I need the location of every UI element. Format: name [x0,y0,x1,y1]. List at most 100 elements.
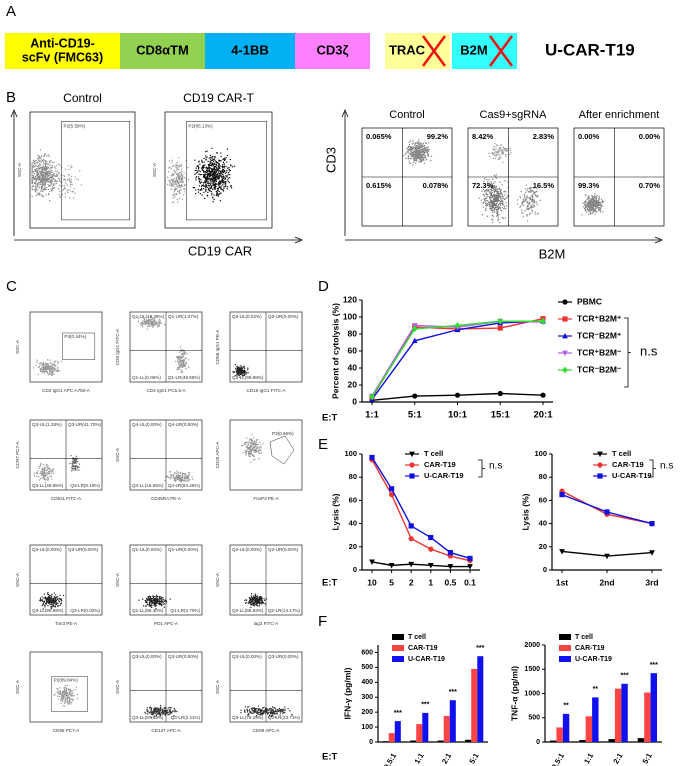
data-point [388,563,395,569]
bar [465,739,472,742]
legend-label: TCR⁻B2M⁺ [577,330,622,340]
significance: ** [593,686,599,693]
gate [62,332,96,360]
series-line [371,320,544,397]
quadrant-label: Q1-UR(1.07%) [168,314,199,319]
data-point [408,561,415,568]
quadrant-label: Q1-LR(48.58%) [168,375,201,380]
dot-cloud [53,684,79,707]
data-point [389,492,395,498]
knockout-box [452,33,517,69]
quadrant-label: Q3-LR(2.11%) [171,715,201,720]
quadrant-label: Q3-LL(99.98%) [32,608,64,613]
axis-label: SSC-A [215,572,220,587]
y-tick-label: 500 [361,664,373,671]
bar [608,739,615,742]
y-tick-label: 400 [361,679,373,686]
quadrant-label: Q2-UL(0.00%) [232,547,262,552]
axis-label: CD25 APC-A [215,441,220,469]
bar [621,683,628,742]
significance: *** [650,662,658,669]
bar [477,656,484,742]
significance: *** [421,702,429,709]
bar [650,673,658,742]
legend-label: CAR-T19 [612,460,644,469]
quadrant-label: Q3-UL(0.00%) [132,654,162,659]
quadrant-label: Q3-UL(0.02%) [232,314,262,319]
axis-label: FoxP3 PE-A [253,496,279,501]
gate [269,435,295,465]
plot-title: After enrichment [579,109,660,121]
axis-label: PD1 APC-A [154,621,179,626]
quadrant-divider [30,545,102,615]
bar [585,716,593,742]
data-point [411,325,418,333]
quadrant-divider [230,652,302,722]
axis-line [361,300,553,403]
data-point [497,325,503,331]
knockout-text: B2M [460,42,487,57]
legend-marker [562,299,568,305]
x-axis-label: E:T [322,752,338,763]
y-tick-label: 80 [349,472,357,481]
quadrant-label: Q3-UR(0.00%) [268,314,299,319]
product-name: U-CAR-T19 [545,40,635,59]
x-tick-label: 0.5:1 [550,751,566,766]
quadrant-value: 0.065% [366,132,392,141]
dot-cloud [164,470,194,486]
axis-label: CD19 IgG1 FITC-A [246,388,286,393]
quadrant-divider [130,545,202,615]
bar [614,688,622,742]
legend-label: CAR-T19 [424,460,456,469]
data-point [408,536,414,542]
y-tick-label: 60 [348,345,358,355]
data-point [428,534,434,541]
axis-label: SSC-A [15,572,20,587]
significance: ** [563,703,569,710]
significance: *** [394,710,402,717]
flow-plot-frame [29,311,103,383]
x-tick-label: 5 [389,577,394,587]
x-tick-label: 15:1 [491,410,511,421]
data-point [411,337,418,344]
legend-swatch [559,645,571,651]
bar [592,697,599,742]
quadrant-label: Q4-LL(15.55%) [132,483,164,488]
dot-cloud [166,157,190,204]
axis-arrow [341,108,664,244]
series-line [371,320,543,398]
y-tick-label: 300 [361,694,373,701]
dot-cloud [241,434,264,464]
legend-label: T cell [612,449,631,458]
axis-label: CD69 APC-A [253,728,281,733]
knockout-cross [421,35,447,67]
y-tick-label: 40 [539,519,547,528]
x-tick-label: 0.5 [444,577,456,587]
y-tick-label: 2000 [524,642,540,649]
axis-label: SSC-A [17,162,22,177]
y-tick-label: 120 [343,294,357,304]
quadrant-label: Q4-UR(0.00%) [168,422,199,427]
y-tick-label: 200 [361,709,373,716]
bracket [624,317,631,388]
bracket [649,459,656,478]
x-tick-label: 5:1 [408,410,422,421]
dot-cloud [581,193,605,216]
plot-title: Control [389,109,424,121]
annotation: n.s [660,461,673,472]
quadrant-value: 0.00% [578,132,600,141]
legend-marker [409,462,415,468]
legend-marker [597,473,603,479]
quadrant-label: Q2-LL(85.83%) [232,608,264,613]
axis-label: CD4 IgG1 PC5.5-A [146,388,186,393]
quadrant-value: 0.615% [366,181,392,190]
series-line [371,459,471,562]
quadrant-divider [130,420,202,490]
y-tick-label: 1500 [524,666,540,673]
bar [562,713,570,742]
data-point [427,563,434,569]
bar [437,740,444,742]
y-tick-label: 0 [352,396,357,406]
y-axis-label: Lysis (%) [520,493,530,530]
